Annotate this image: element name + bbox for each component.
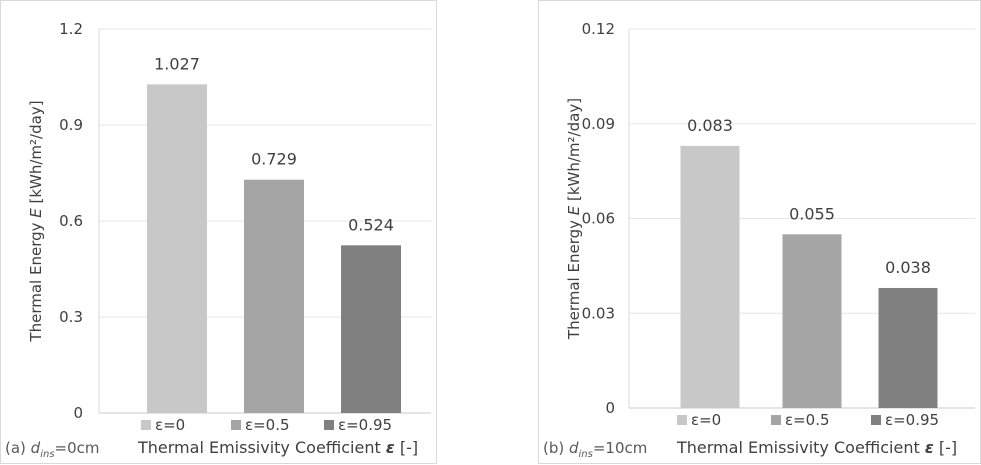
legend-swatch: [231, 420, 241, 430]
y-axis-label: Thermal Energy E [kWh/m²/day]: [565, 98, 583, 340]
legend-swatch: [771, 415, 781, 425]
x-axis-label: Thermal Emissivity Coefficient ε [-]: [137, 438, 418, 457]
data-label: 0.729: [251, 150, 297, 169]
y-tick-label: 1.2: [59, 20, 83, 38]
data-label: 0.055: [789, 204, 835, 223]
legend-label: ε=0: [155, 416, 185, 434]
x-axis-label: Thermal Emissivity Coefficient ε [-]: [676, 438, 957, 457]
bar-1: [147, 84, 207, 414]
chart-b-svg: 0 0.03 0.06 0.09 0.12 0.083 0.055 0.038 Thermal …: [543, 20, 975, 460]
y-tick-label: 0.12: [582, 20, 615, 38]
y-axis-label: Thermal Energy E [kWh/m²/day]: [27, 100, 45, 342]
legend-label: ε=0.5: [785, 411, 830, 429]
chart-panel-b: 0 0.03 0.06 0.09 0.12 0.083 0.055 0.038 Thermal …: [538, 0, 981, 464]
y-tick-label: 0.09: [582, 115, 615, 133]
y-tick-label: 0: [73, 404, 83, 422]
panel-subtitle: (b) dins=10cm: [543, 439, 647, 460]
legend-swatch: [141, 420, 151, 430]
legend-swatch: [324, 420, 334, 430]
y-tick-label: 0.3: [59, 308, 83, 326]
y-tick-label: 0.9: [59, 116, 83, 134]
data-label: 0.038: [885, 258, 931, 277]
bar-1: [680, 145, 740, 408]
bar-2: [244, 179, 304, 413]
legend-label: ε=0.5: [245, 416, 290, 434]
y-tick-label: 0.6: [59, 212, 83, 230]
data-label: 0.083: [687, 116, 733, 135]
bar-3: [341, 245, 401, 413]
y-tick-label: 0.06: [582, 210, 615, 228]
legend-swatch: [871, 415, 881, 425]
legend-label: ε=0.95: [338, 416, 392, 434]
y-tick-label: 0.03: [582, 304, 615, 322]
bar-3: [878, 287, 938, 408]
data-label: 0.524: [348, 215, 394, 234]
legend-label: ε=0: [691, 411, 721, 429]
panel-subtitle: (a) dins=0cm: [5, 439, 100, 460]
legend-label: ε=0.95: [885, 411, 939, 429]
chart-a-svg: 0 0.3 0.6 0.9 1.2 1.027 0.729 0.524 Thermal Ener…: [5, 20, 431, 460]
chart-panel-a: 0 0.3 0.6 0.9 1.2 1.027 0.729 0.524 Thermal Ener…: [0, 0, 437, 464]
bar-2: [782, 234, 842, 408]
data-label: 1.027: [154, 54, 200, 73]
legend-swatch: [677, 415, 687, 425]
y-tick-label: 0: [605, 399, 615, 417]
